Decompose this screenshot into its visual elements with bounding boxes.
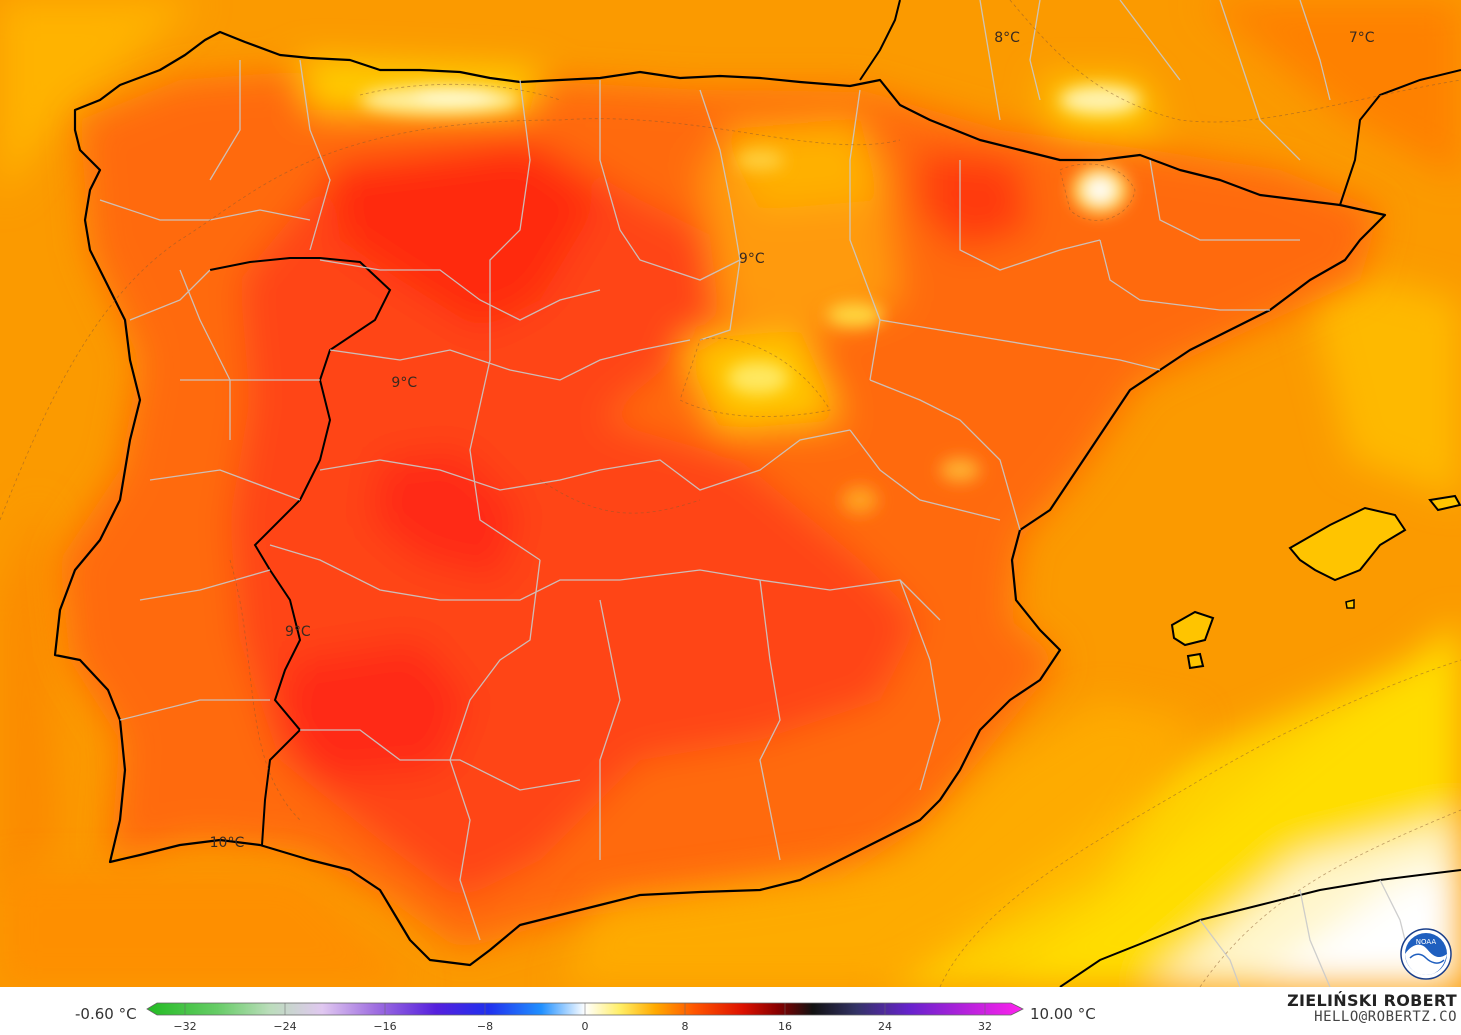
colorbar-tick-label: 24 bbox=[878, 1020, 892, 1033]
balearic-islands bbox=[1170, 494, 1461, 670]
min-temperature-label: -0.60 °C bbox=[75, 1005, 137, 1023]
coastline-france bbox=[859, 0, 1461, 206]
author-name: ZIELIŃSKI ROBERT bbox=[1287, 991, 1457, 1010]
colorbar-tick-label: 32 bbox=[978, 1020, 992, 1033]
author-email: HELLO@ROBERTZ.CO bbox=[1314, 1009, 1457, 1025]
colorbar-tick-label: 16 bbox=[778, 1020, 792, 1033]
colorbar bbox=[146, 1002, 1024, 1016]
temperature-label: 9°C bbox=[391, 375, 418, 392]
colorbar-tick-label: 0 bbox=[581, 1020, 589, 1033]
coastal-gradient bbox=[0, 700, 1200, 987]
temperature-label: 7°C bbox=[1348, 30, 1375, 47]
temperature-label: 9°C bbox=[738, 250, 765, 267]
colorbar-tick-label: 8 bbox=[681, 1020, 689, 1033]
noaa-logo-text: NOAA bbox=[1416, 938, 1437, 946]
max-temperature-label: 10.00 °C bbox=[1030, 1005, 1096, 1023]
regional-borders bbox=[99, 0, 1411, 987]
temperature-map: 8°C 7°C 9°C 9°C 9°C 10°C bbox=[0, 0, 1461, 987]
colorbar-ticks bbox=[184, 1003, 986, 1015]
hot-spots bbox=[360, 86, 1140, 514]
national-borders bbox=[209, 257, 392, 846]
colorbar-tick-label: −16 bbox=[373, 1020, 397, 1033]
noaa-logo: NOAA bbox=[1400, 928, 1452, 980]
colorbar-tick-label: −24 bbox=[273, 1020, 297, 1033]
legend-bar: -0.60 °C bbox=[0, 987, 1461, 1035]
coastline bbox=[53, 30, 1387, 967]
temperature-label: 8°C bbox=[994, 30, 1020, 47]
coastline-africa bbox=[1059, 869, 1461, 987]
map-canvas bbox=[0, 0, 1461, 987]
colorbar-tick-label: −32 bbox=[173, 1020, 197, 1033]
colorbar-tick-label: −8 bbox=[476, 1020, 494, 1033]
isotherm-contours bbox=[0, 0, 1461, 987]
temperature-label: 9°C bbox=[285, 624, 311, 641]
temperature-label: 10°C bbox=[209, 835, 245, 852]
